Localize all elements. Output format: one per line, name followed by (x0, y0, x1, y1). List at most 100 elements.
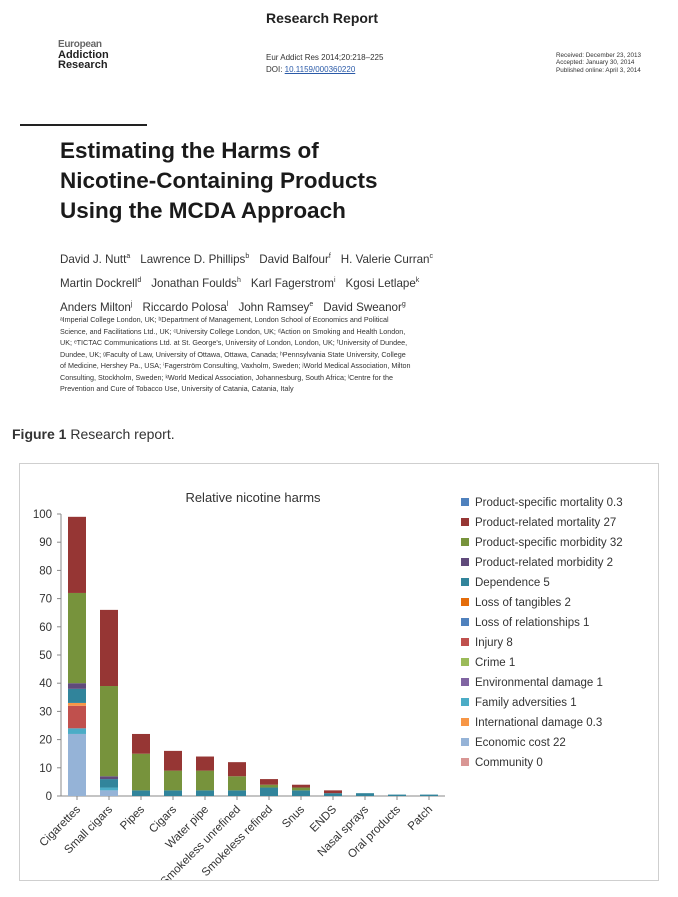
bar-segment (68, 688, 86, 703)
title-line: Using the MCDA Approach (60, 198, 346, 223)
author-name: Martin Dockrelld (60, 277, 141, 290)
chart-title: Relative nicotine harms (185, 490, 321, 505)
author-affiliation-mark: j (130, 300, 133, 308)
author-affiliation-mark: h (236, 276, 241, 284)
author-name: Kgosi Letlapek (346, 277, 420, 290)
author-name-text: Kgosi Letlape (345, 276, 416, 290)
bar-segment (68, 728, 86, 734)
author-name: Karl Fagerstromi (251, 277, 336, 290)
author-affiliation-mark: l (226, 300, 229, 308)
legend-swatch (461, 498, 469, 506)
legend-label: Environmental damage 1 (475, 677, 603, 689)
author-row: David J. Nutta Lawrence D. Phillipsb David… (60, 246, 620, 270)
author-name: H. Valerie Curranc (341, 253, 433, 266)
y-tick-label: 0 (46, 791, 52, 803)
affiliation-line: Prevention and Cure of Tobacco Use, Univ… (60, 384, 294, 393)
author-row: Martin Dockrelld Jonathan Fouldsh Karl Fag… (60, 270, 620, 294)
author-name: Lawrence D. Phillipsb (140, 253, 249, 266)
author-affiliation-mark: i (333, 276, 336, 284)
logo-line-3: Research (58, 59, 108, 71)
author-name-text: Lawrence D. Phillips (140, 252, 246, 266)
author-name-text: Riccardo Polosa (142, 300, 227, 314)
bar-segment (164, 790, 182, 796)
author-list: David J. Nutta Lawrence D. Phillipsb David… (60, 246, 620, 318)
bar-segment (324, 790, 342, 794)
bar-segment (260, 787, 278, 796)
figure-caption: Figure 1 Research report. (12, 426, 175, 442)
y-tick-label: 20 (39, 735, 52, 747)
bar-segment (324, 793, 342, 796)
y-tick-label: 50 (39, 650, 52, 662)
report-type-label: Research Report (266, 10, 379, 26)
author-name-text: Jonathan Foulds (151, 276, 237, 290)
publication-dates: Received: December 23, 2013 Accepted: Ja… (556, 52, 674, 74)
author-affiliation-mark: g (401, 300, 406, 308)
bar-segment (292, 790, 310, 796)
x-tick-label: Pipes (118, 803, 147, 832)
legend-label: Loss of tangibles 2 (475, 597, 571, 609)
author-name: Jonathan Fouldsh (151, 277, 241, 290)
legend-swatch (461, 518, 469, 526)
article-title: Estimating the Harms of Nicotine-Contain… (60, 136, 580, 226)
bar-segment (132, 733, 150, 754)
bar-segment (100, 609, 118, 687)
legend-label: Product-related morbidity 2 (475, 557, 613, 569)
bar-segment (420, 794, 438, 796)
chart-frame: Relative nicotine harms 0 10 20 30 40 50 60 70 80… (19, 463, 659, 881)
legend-label: Family adversities 1 (475, 697, 577, 709)
legend-swatch (461, 698, 469, 706)
bar-segment (100, 787, 118, 791)
title-rule (20, 124, 147, 126)
legend-swatch (461, 718, 469, 726)
legend-swatch (461, 558, 469, 566)
x-tick-label: ENDS (308, 803, 339, 834)
bar-segment (68, 733, 86, 796)
received-date: Received: December 23, 2013 (556, 52, 642, 59)
figure-caption-text: Research report. (70, 426, 175, 442)
author-affiliation-mark: c (429, 253, 434, 260)
bar-segment (356, 793, 374, 796)
affiliation-line: ᵃImperial College London, UK; ᵇDepartmen… (60, 315, 389, 324)
bar-segment (100, 776, 118, 780)
bar-segment (132, 753, 150, 791)
y-tick-label: 10 (39, 763, 52, 775)
bar-segment (292, 784, 310, 788)
author-name: David J. Nutta (60, 253, 130, 266)
affiliation-line: UK; ᵉTICTAC Communications Ltd. at St. G… (60, 338, 408, 347)
author-name-text: Karl Fagerstrom (250, 276, 334, 290)
author-name-text: David J. Nutt (60, 252, 127, 266)
legend-label: Loss of relationships 1 (475, 617, 589, 629)
author-name: Anders Miltonj (60, 301, 132, 314)
author-name-text: David Sweanor (323, 300, 402, 314)
bar-segment (228, 790, 246, 796)
title-line: Nicotine-Containing Products (60, 168, 378, 193)
legend-label: Community 0 (475, 757, 543, 769)
doi-link[interactable]: 10.1159/000360220 (284, 65, 356, 74)
author-name-text: John Ramsey (238, 300, 310, 314)
author-name-text: Anders Milton (60, 300, 131, 314)
figure-label: Figure 1 (12, 426, 67, 442)
bar-segment (68, 592, 86, 684)
y-tick-label: 30 (39, 706, 52, 718)
author-affiliation-mark: d (137, 276, 142, 284)
bar-segment (68, 702, 86, 706)
bar-segment (292, 787, 310, 791)
author-affiliation-mark: e (309, 300, 314, 308)
bar-segment (196, 790, 214, 796)
author-name-text: Martin Dockrell (60, 276, 138, 290)
title-line: Estimating the Harms of (60, 138, 319, 163)
journal-citation: Eur Addict Res 2014;20:218–225 (266, 53, 384, 62)
legend-swatch (461, 538, 469, 546)
author-name: David Sweanorg (323, 301, 406, 314)
logo-line-1: European (58, 39, 102, 50)
author-row: Anders Miltonj Riccardo Polosal John Ramse… (60, 294, 620, 318)
journal-logo: European Addiction Research (58, 39, 148, 71)
author-name-text: H. Valerie Curran (340, 252, 430, 266)
affiliation-line: of Medicine, Hershey Pa., USA; ⁱFagerstr… (60, 361, 411, 370)
author-name: John Ramseye (238, 301, 313, 314)
bar-segment (68, 705, 86, 729)
legend-swatch (461, 658, 469, 666)
bar-segment (260, 779, 278, 785)
bar-segment (260, 784, 278, 788)
y-tick-label: 40 (39, 678, 52, 690)
